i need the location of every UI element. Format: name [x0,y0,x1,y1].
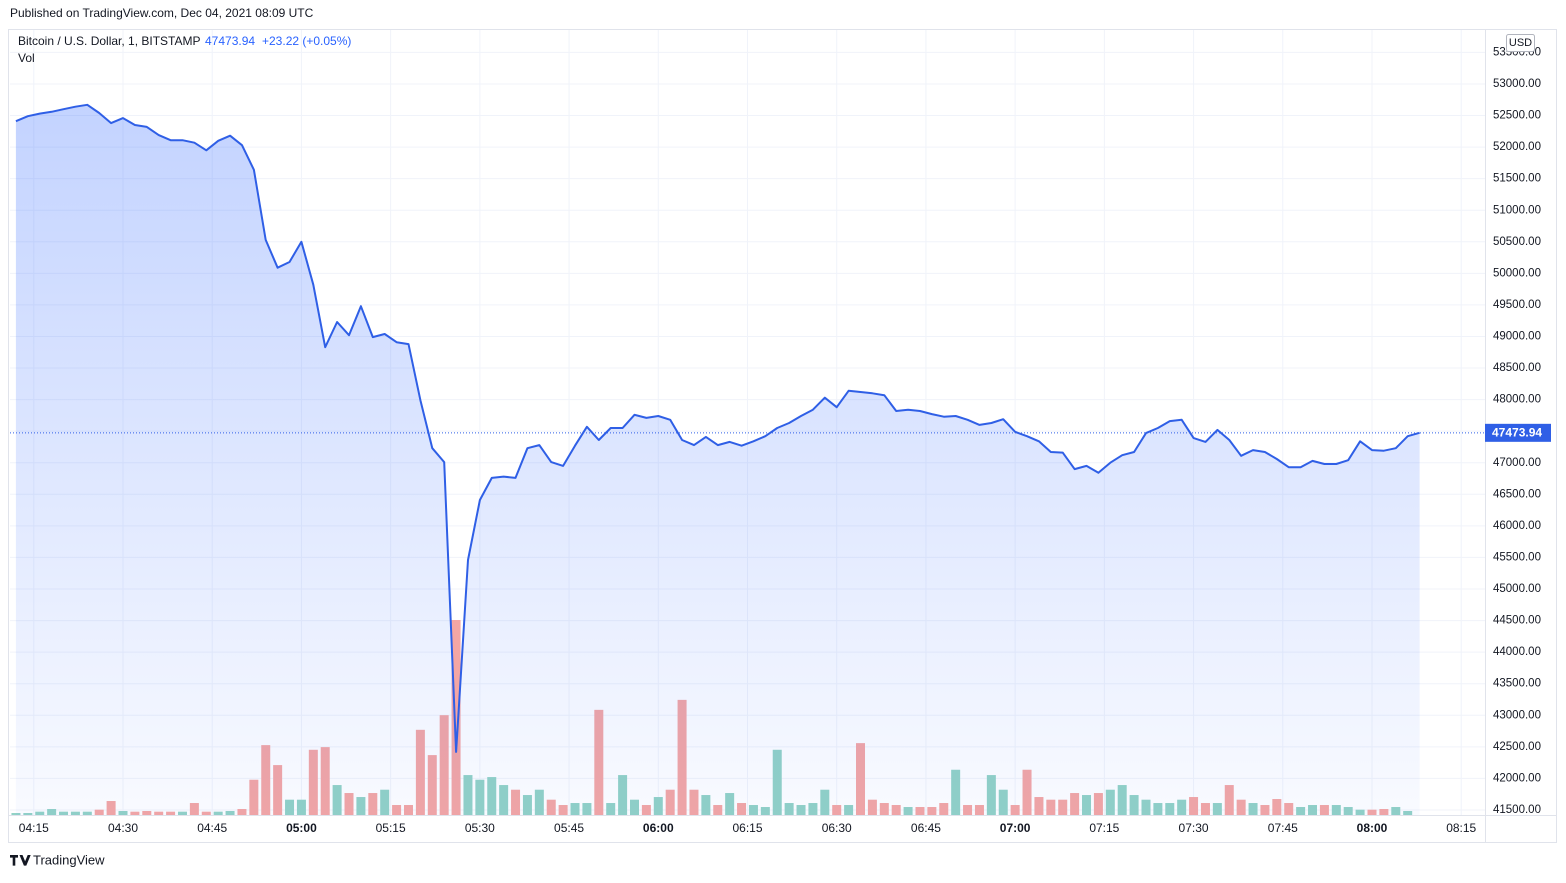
x-tick-label: 04:15 [19,821,49,835]
y-tick-label: 50500.00 [1493,236,1541,248]
y-tick-label: 44000.00 [1493,646,1541,658]
volume-legend: Vol [18,51,35,65]
last-price-badge [1485,423,1551,442]
brand-logo [10,855,31,866]
y-tick-label: 43000.00 [1493,709,1541,721]
y-tick-label: 45000.00 [1493,583,1541,595]
volume-bar [451,620,461,815]
y-tick-label: 42500.00 [1493,741,1541,753]
x-tick-label: 07:30 [1179,821,1209,835]
published-note: Published on TradingView.com, Dec 04, 20… [10,6,314,20]
y-tick-label: 46000.00 [1493,520,1541,532]
x-tick-label: 07:00 [1000,821,1031,835]
y-tick-label: 42000.00 [1493,772,1541,784]
y-tick-label: 43500.00 [1493,678,1541,690]
x-tick-label: 05:00 [286,821,317,835]
price-area [15,104,1420,816]
y-tick-label: 41500.00 [1493,804,1541,816]
labels: 41500.00 42000.00 42500.00 43000.00 43500.00… [19,46,1551,835]
x-tick-label: 06:30 [822,821,852,835]
y-tick-label: 51500.00 [1493,173,1541,185]
y-tick-label: 44500.00 [1493,615,1541,627]
legend-change: +23.22 (+0.05%) [262,34,351,48]
y-tick-label: 53000.00 [1493,78,1541,90]
x-tick-label: 04:30 [108,821,138,835]
legend-price: 47473.94 [205,34,255,48]
x-tick-label: 05:30 [465,821,495,835]
x-tick-label: 08:15 [1446,821,1476,835]
x-tick-label: 05:45 [554,821,584,835]
y-tick-label: 49500.00 [1493,299,1541,311]
y-tick-label: 52000.00 [1493,141,1541,153]
chart-frame [8,29,1557,843]
y-tick-label: 46500.00 [1493,488,1541,500]
x-tick-label: 07:15 [1089,821,1119,835]
y-tick-label: 50000.00 [1493,267,1541,279]
y-tick-label: 45500.00 [1493,551,1541,563]
brand-name: TradingView [33,852,105,867]
x-tick-label: 04:45 [197,821,227,835]
y-tick-label: 51000.00 [1493,204,1541,216]
x-tick-label: 05:15 [376,821,406,835]
x-tick-label: 07:45 [1268,821,1298,835]
x-tick-label: 06:15 [732,821,762,835]
last-price-label: 47473.94 [1492,425,1542,439]
y-tick-label: 47000.00 [1493,457,1541,469]
y-tick-label: 48500.00 [1493,362,1541,374]
y-tick-label: 52500.00 [1493,110,1541,122]
x-tick-label: 06:45 [911,821,941,835]
symbol-legend: Bitcoin / U.S. Dollar, 1, BITSTAMP [18,34,201,48]
price-plot [10,103,1485,816]
y-tick-label: 49000.00 [1493,331,1541,343]
price-line [15,103,1420,753]
x-tick-label: 08:00 [1357,821,1388,835]
y-tick-label: 48000.00 [1493,394,1541,406]
currency-badge[interactable] [1506,34,1535,52]
x-tick-label: 06:00 [643,821,674,835]
currency-label[interactable]: USD [1509,37,1532,49]
